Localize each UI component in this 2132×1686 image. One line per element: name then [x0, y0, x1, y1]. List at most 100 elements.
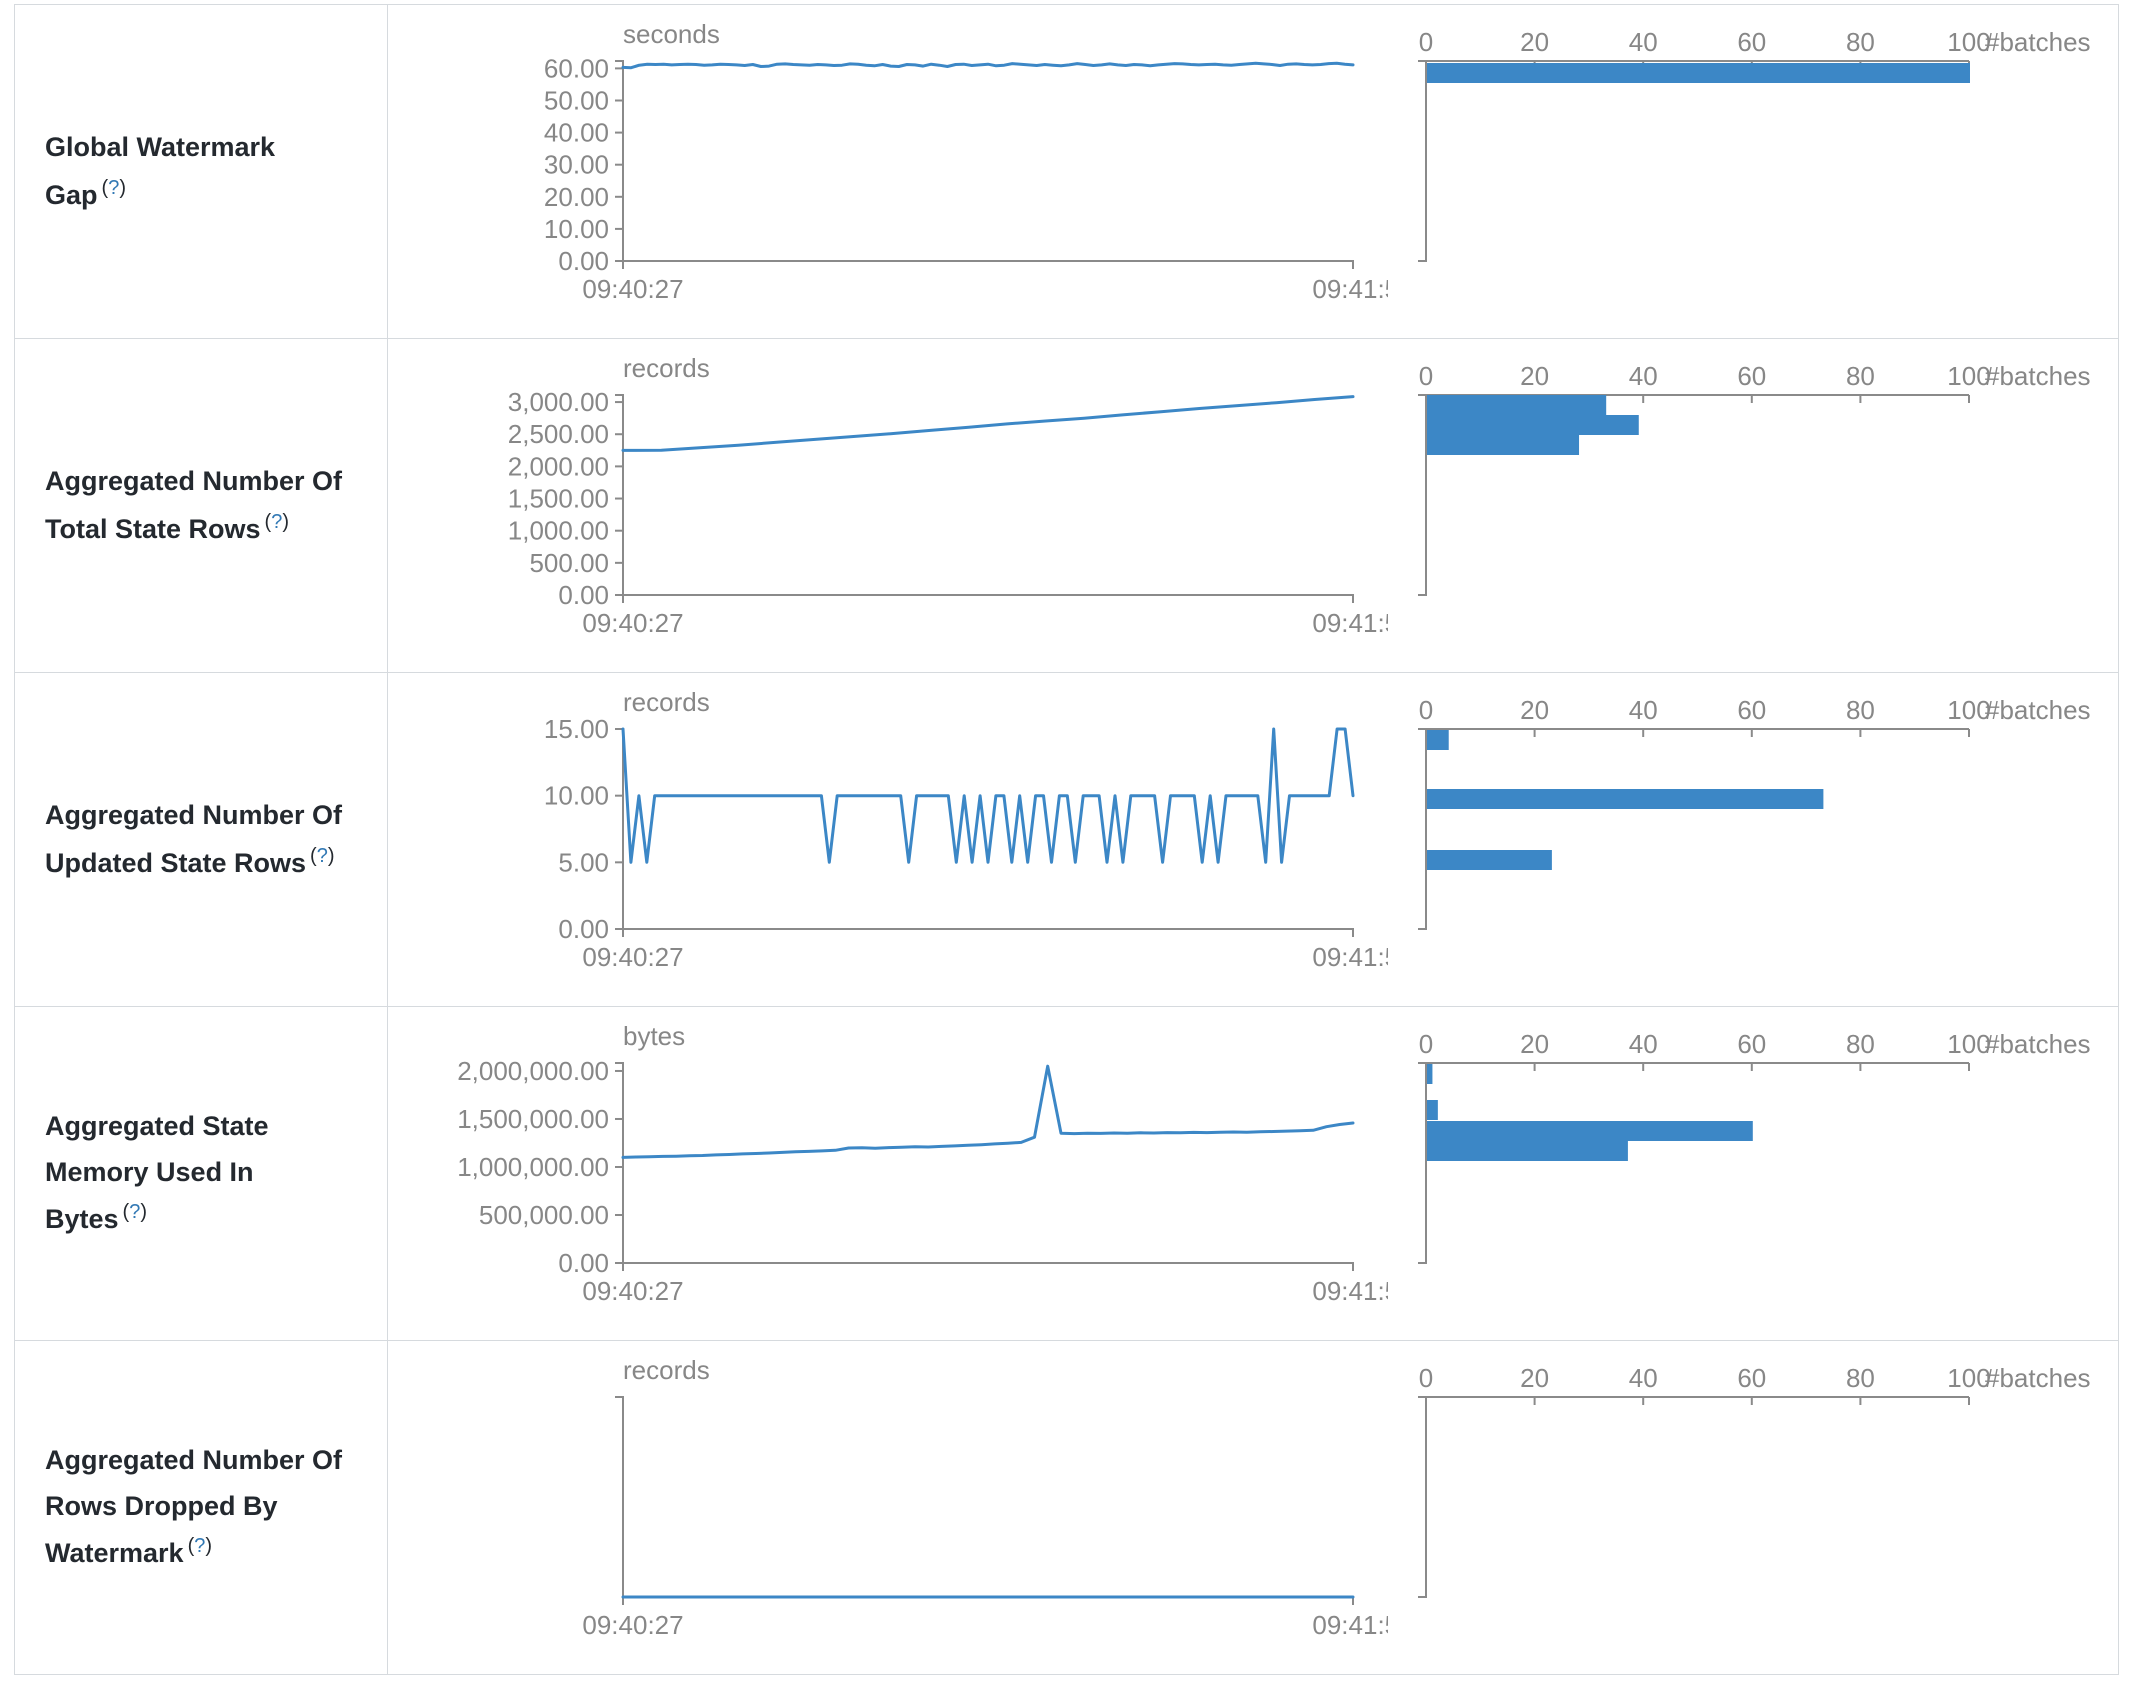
svg-text:20: 20	[1520, 1363, 1549, 1393]
svg-text:#batches: #batches	[1985, 1029, 2091, 1059]
svg-text:60: 60	[1737, 361, 1766, 391]
svg-text:40: 40	[1629, 1029, 1658, 1059]
svg-text:10.00: 10.00	[544, 781, 609, 811]
svg-text:100: 100	[1947, 695, 1990, 725]
svg-text:50.00: 50.00	[544, 85, 609, 115]
svg-text:40: 40	[1629, 361, 1658, 391]
svg-text:#batches: #batches	[1985, 27, 2091, 57]
metric-row-rows-dropped-by-watermark: Aggregated Number Of Rows Dropped By Wat…	[15, 1340, 2118, 1674]
svg-text:0.00: 0.00	[558, 1248, 609, 1278]
histogram-chart: 0 20 40 60 80 100 #batches	[1388, 681, 2128, 1006]
metric-row-global-watermark-gap: Global Watermark Gap (?) seconds 60.00 50.0…	[15, 5, 2118, 338]
metric-row-updated-state-rows: Aggregated Number Of Updated State Rows(…	[15, 672, 2118, 1006]
svg-text:80: 80	[1846, 361, 1875, 391]
timeline-chart: records 3,000.00 2,500.00 2,000.00 1,500.00 1…	[388, 347, 1388, 672]
help-sup: (?)	[122, 1201, 148, 1224]
svg-text:records: records	[623, 1355, 710, 1385]
chart-cell: seconds 60.00 50.00 40.00 30.00 20.00 10.00 0.0…	[388, 5, 2128, 338]
svg-text:bytes: bytes	[623, 1021, 685, 1051]
svg-text:20.00: 20.00	[544, 182, 609, 212]
svg-text:records: records	[623, 687, 710, 717]
svg-text:09:40:27: 09:40:27	[582, 274, 683, 304]
help-question-link[interactable]: ?	[316, 844, 328, 867]
svg-text:100: 100	[1947, 1029, 1990, 1059]
metric-label-cell: Aggregated Number Of Rows Dropped By Wat…	[15, 1341, 388, 1674]
svg-text:100: 100	[1947, 27, 1990, 57]
help-sup: (?)	[187, 1535, 213, 1558]
metric-label: Aggregated Number Of Rows Dropped By Wat…	[45, 1444, 343, 1569]
histogram-chart: 0 20 40 60 80 100 #batches	[1388, 347, 2128, 672]
svg-text:40.00: 40.00	[544, 118, 609, 148]
histogram-chart: 0 20 40 60 80 100 #batches	[1388, 1015, 2128, 1340]
help-sup: (?)	[101, 176, 126, 199]
svg-text:60.00: 60.00	[544, 53, 609, 83]
help-question-link[interactable]: ?	[129, 1201, 141, 1224]
metric-label-cell: Aggregated Number Of Updated State Rows(…	[15, 673, 388, 1006]
svg-text:0: 0	[1419, 361, 1433, 391]
svg-text:#batches: #batches	[1985, 361, 2091, 391]
svg-text:0: 0	[1419, 1363, 1433, 1393]
metric-label: Global Watermark Gap	[45, 131, 276, 210]
svg-text:09:40:27: 09:40:27	[582, 942, 683, 972]
svg-text:40: 40	[1629, 695, 1658, 725]
chart-cell: bytes 2,000,000.00 1,500,000.00 1,000,000.0…	[388, 1007, 2128, 1340]
svg-text:100: 100	[1947, 1363, 1990, 1393]
svg-text:09:40:27: 09:40:27	[582, 608, 683, 638]
help-question-link[interactable]: ?	[271, 510, 283, 533]
svg-text:20: 20	[1520, 361, 1549, 391]
svg-text:0.00: 0.00	[558, 246, 609, 276]
svg-text:60: 60	[1737, 695, 1766, 725]
timeline-chart: bytes 2,000,000.00 1,500,000.00 1,000,000.0…	[388, 1015, 1388, 1340]
help-question-link[interactable]: ?	[194, 1535, 206, 1558]
help-sup: (?)	[264, 510, 289, 533]
svg-text:5.00: 5.00	[558, 847, 609, 877]
svg-text:0: 0	[1419, 1029, 1433, 1059]
svg-text:09:41:56: 09:41:56	[1312, 1276, 1388, 1306]
svg-text:10.00: 10.00	[544, 214, 609, 244]
svg-text:0.00: 0.00	[558, 580, 609, 610]
svg-text:1,000,000.00: 1,000,000.00	[457, 1152, 609, 1182]
svg-text:15.00: 15.00	[544, 714, 609, 744]
histogram-chart: 0 20 40 60 80 100 #batches	[1388, 1349, 2128, 1674]
metric-label-cell: Aggregated State Memory Used In Bytes (?)	[15, 1007, 388, 1340]
help-question-link[interactable]: ?	[108, 176, 120, 199]
metric-label: Aggregated Number Of Total State Rows	[45, 465, 343, 544]
svg-text:60: 60	[1737, 1363, 1766, 1393]
svg-text:3,000.00: 3,000.00	[508, 387, 609, 417]
chart-cell: records 09:40:27 09:41:56 0 20 40 60 80 100#bat…	[388, 1341, 2128, 1674]
svg-text:40: 40	[1629, 1363, 1658, 1393]
metric-row-state-memory-bytes: Aggregated State Memory Used In Bytes (?)…	[15, 1006, 2118, 1340]
svg-text:2,000,000.00: 2,000,000.00	[457, 1056, 609, 1086]
svg-text:09:40:27: 09:40:27	[582, 1610, 683, 1640]
svg-text:records: records	[623, 353, 710, 383]
svg-text:40: 40	[1629, 27, 1658, 57]
svg-text:500.00: 500.00	[529, 548, 609, 578]
svg-text:09:40:27: 09:40:27	[582, 1276, 683, 1306]
metric-label-cell: Global Watermark Gap (?)	[15, 5, 388, 338]
svg-text:2,000.00: 2,000.00	[508, 451, 609, 481]
svg-text:60: 60	[1737, 1029, 1766, 1059]
svg-text:20: 20	[1520, 1029, 1549, 1059]
svg-text:60: 60	[1737, 27, 1766, 57]
svg-text:09:41:56: 09:41:56	[1312, 274, 1388, 304]
svg-text:09:41:56: 09:41:56	[1312, 942, 1388, 972]
svg-text:1,000.00: 1,000.00	[508, 516, 609, 546]
svg-text:80: 80	[1846, 27, 1875, 57]
metric-label-cell: Aggregated Number Of Total State Rows (?)	[15, 339, 388, 672]
svg-text:1,500,000.00: 1,500,000.00	[457, 1104, 609, 1134]
svg-text:500,000.00: 500,000.00	[479, 1200, 609, 1230]
svg-text:1,500.00: 1,500.00	[508, 484, 609, 514]
help-sup: (?)	[310, 844, 335, 867]
svg-text:30.00: 30.00	[544, 150, 609, 180]
svg-text:2,500.00: 2,500.00	[508, 419, 609, 449]
streaming-metrics-table: Global Watermark Gap (?) seconds 60.00 50.0…	[14, 4, 2119, 1675]
svg-text:20: 20	[1520, 695, 1549, 725]
timeline-chart: records 09:40:27 09:41:56	[388, 1349, 1388, 1674]
histogram-chart: 0 20 40 60 80 100 #batches	[1388, 13, 2128, 338]
svg-text:seconds: seconds	[623, 19, 720, 49]
svg-text:#batches: #batches	[1985, 695, 2091, 725]
svg-text:80: 80	[1846, 1029, 1875, 1059]
svg-text:100: 100	[1947, 361, 1990, 391]
svg-text:0: 0	[1419, 695, 1433, 725]
